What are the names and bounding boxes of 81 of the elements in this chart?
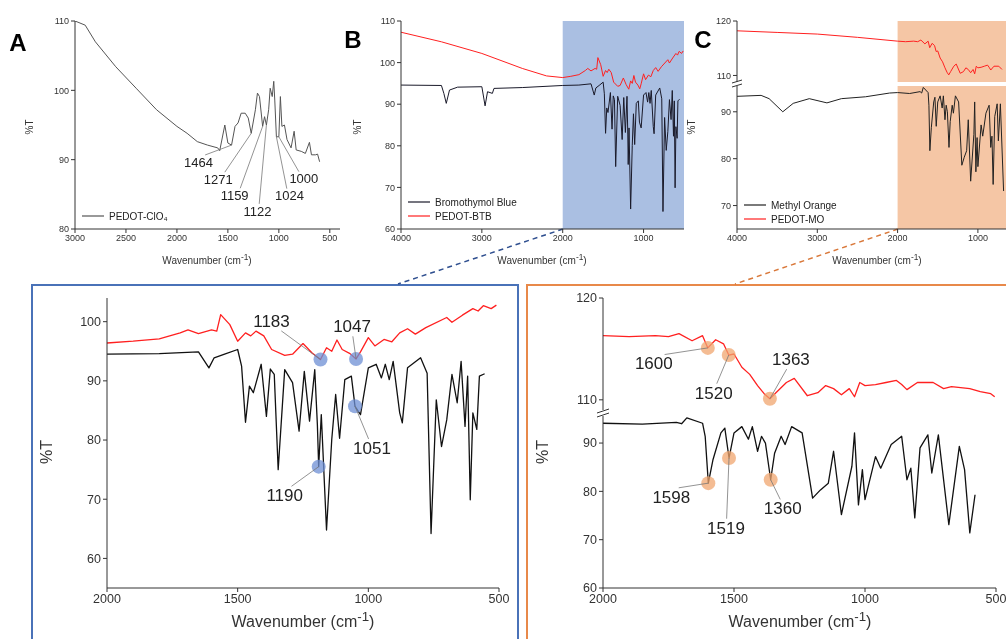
x-tick-label: 500 [488,591,510,606]
x-tick-label: 1000 [633,233,654,244]
annotation: 1360 [763,499,802,519]
x-tick-label: 3000 [64,233,86,244]
annotation: 1051 [353,438,391,458]
x-tick-label: 1000 [268,233,289,244]
annotation: 1183 [253,312,290,332]
annotation: 1122 [243,203,272,219]
x-axis-title: Wavenumber (cm$^{-1}$) [161,251,253,269]
x-tick-label: 1000 [851,591,879,606]
annotation: 1159 [220,187,249,203]
y-tick-label: 70 [87,492,102,507]
x-tick-label: 500 [322,233,338,244]
x-tick-label: 1500 [223,591,252,606]
legend-label: Bromothymol Blue [435,196,517,208]
chart-title: A [8,29,28,57]
x-tick-label: 1500 [720,591,748,606]
chart-title: C [693,26,713,54]
annotation: 1024 [274,188,304,204]
legend-label: Methyl Orange [771,199,837,211]
x-tick-label: 1500 [217,233,238,244]
annotation: 1190 [266,486,303,506]
y-tick-label: 70 [384,182,395,193]
y-tick-label: 90 [58,154,69,165]
y-tick-label: 120 [715,16,731,27]
x-tick-label: 4000 [726,233,748,244]
x-tick-label: 2500 [115,233,136,244]
annotation: 1000 [289,171,319,187]
legend-label: PEDOT-MO [771,213,825,225]
x-tick-label: 2000 [552,233,573,244]
y-tick-label: 110 [716,70,731,81]
x-tick-label: 2000 [166,233,187,244]
x-tick-label: 2000 [589,591,617,606]
y-tick-label: 60 [87,551,102,566]
annotation: 1520 [694,383,733,403]
x-tick-label: 500 [985,591,1006,606]
y-axis-title: %T [685,118,698,137]
y-tick-label: 90 [583,436,598,451]
y-tick-label: 80 [87,433,102,448]
y-tick-label: 70 [720,200,731,211]
legend-label: PEDOT-BTB [435,210,492,222]
x-tick-label: 2000 [93,591,121,606]
annotation: 1271 [203,171,233,187]
x-axis-title: Wavenumber (cm$^{-1}$) [496,251,588,269]
annotation: 1464 [184,154,214,170]
y-tick-label: 100 [53,85,69,96]
y-tick-label: 80 [720,153,731,164]
y-tick-label: 60 [384,224,395,235]
y-tick-label: 80 [58,224,69,235]
y-axis-title: %T [534,439,551,466]
y-tick-label: 110 [380,16,395,27]
y-axis-title: %T [23,118,36,137]
annotation: 1363 [771,350,810,370]
y-axis-title: %T [38,439,55,466]
x-tick-label: 3000 [471,233,492,244]
x-tick-label: 1000 [967,233,988,244]
x-tick-label: 4000 [390,233,412,244]
y-tick-label: 90 [384,99,395,110]
annotation: 1598 [652,487,691,507]
annotation: 1519 [707,518,745,538]
y-axis-title: %T [351,118,364,137]
y-tick-label: 120 [576,291,598,306]
y-tick-label: 80 [583,484,598,499]
y-tick-label: 110 [577,393,598,408]
x-tick-label: 3000 [807,233,828,244]
y-tick-label: 100 [80,315,102,330]
y-tick-label: 80 [384,141,395,151]
x-axis-title: Wavenumber (cm$^{-1}$) [230,608,376,633]
y-tick-label: 90 [87,374,102,389]
x-tick-label: 2000 [887,233,908,244]
x-axis-title: Wavenumber (cm$^{-1}$) [727,608,873,633]
x-axis-title: Wavenumber (cm$^{-1}$) [831,251,923,269]
x-tick-label: 1000 [354,591,383,606]
y-tick-label: 90 [720,106,731,117]
y-tick-label: 70 [583,533,598,548]
chart-title: B [343,26,363,54]
y-tick-label: 100 [379,57,395,68]
y-tick-label: 110 [54,16,69,27]
legend-label: PEDOT-ClO₄ [109,210,168,222]
annotation: 1047 [333,317,371,337]
annotation: 1600 [634,354,673,374]
